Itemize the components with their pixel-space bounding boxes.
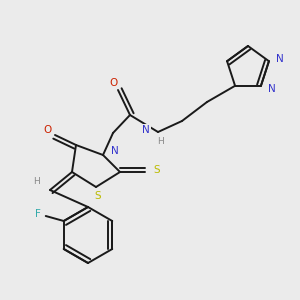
Text: H: H xyxy=(33,178,40,187)
Text: O: O xyxy=(109,78,117,88)
Text: N: N xyxy=(111,146,119,156)
Text: N: N xyxy=(142,125,150,135)
Text: O: O xyxy=(43,125,51,135)
Text: S: S xyxy=(153,165,160,175)
Text: N: N xyxy=(268,84,276,94)
Text: F: F xyxy=(35,209,41,219)
Text: N: N xyxy=(276,54,284,64)
Text: S: S xyxy=(95,191,101,201)
Text: H: H xyxy=(157,137,164,146)
